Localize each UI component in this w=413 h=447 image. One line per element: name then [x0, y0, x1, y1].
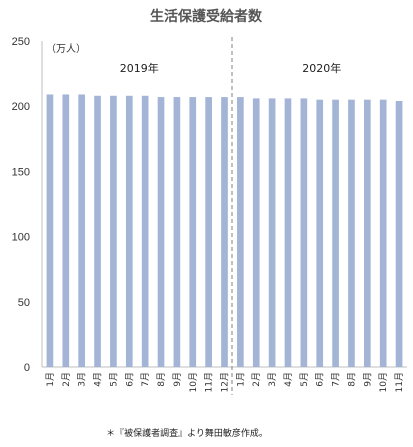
x-tick-label: 8月 [156, 372, 167, 387]
x-tick-label: 10月 [188, 372, 199, 392]
bar [237, 97, 244, 368]
bar [46, 94, 54, 368]
bar [173, 97, 181, 368]
bar [348, 99, 355, 368]
x-tick-label: 4月 [93, 372, 104, 387]
x-tick-label: 3月 [267, 372, 278, 387]
bar [78, 94, 86, 368]
y-tick-label: 150 [12, 166, 30, 178]
x-tick-label: 1月 [235, 372, 246, 387]
x-tick-label: 6月 [124, 372, 135, 387]
source-note: ＊『被保護者調査』より舞田敏彦作成。 [106, 427, 268, 439]
bar [62, 94, 70, 368]
bar [94, 95, 101, 367]
y-tick-label: 50 [18, 297, 30, 309]
bar [141, 95, 149, 367]
x-tick-label: 10月 [378, 372, 389, 392]
x-tick-label: 5月 [299, 372, 310, 387]
bar [268, 98, 276, 367]
x-tick-label: 4月 [283, 372, 294, 387]
year-label: 2019年 [120, 61, 159, 75]
bar [316, 99, 324, 368]
bar [395, 100, 403, 367]
x-tick-label: 9月 [362, 372, 373, 387]
bar [110, 95, 117, 367]
x-tick-label: 2月 [61, 372, 72, 387]
bar [284, 98, 292, 367]
y-tick-label: 250 [12, 36, 30, 48]
y-tick-label: 200 [12, 101, 30, 113]
x-tick-label: 1月 [45, 372, 56, 387]
y-tick-label: 0 [24, 362, 30, 374]
x-tick-label: 8月 [346, 372, 357, 387]
x-tick-label: 6月 [315, 372, 326, 387]
bar [252, 98, 260, 367]
bar [332, 99, 339, 368]
x-tick-label: 3月 [77, 372, 88, 387]
x-tick-label: 7月 [140, 372, 151, 387]
x-tick-label: 11月 [394, 372, 405, 392]
bar [379, 99, 387, 368]
x-tick-label: 11月 [204, 372, 215, 392]
chart-title: 生活保護受給者数 [150, 8, 263, 25]
unit-label: （万人） [46, 43, 86, 55]
y-tick-label: 100 [12, 232, 30, 244]
x-tick-label: 9月 [172, 372, 183, 387]
x-tick-label: 5月 [108, 372, 119, 387]
x-tick-label: 7月 [331, 372, 342, 387]
bar [221, 97, 228, 368]
x-tick-label: 12月 [220, 372, 231, 392]
bar [157, 97, 165, 368]
bar [205, 97, 212, 368]
bar [189, 97, 197, 368]
bar [125, 95, 133, 367]
year-label: 2020年 [302, 61, 341, 75]
bar [363, 99, 371, 368]
bar [300, 98, 308, 367]
x-tick-label: 2月 [251, 372, 262, 387]
